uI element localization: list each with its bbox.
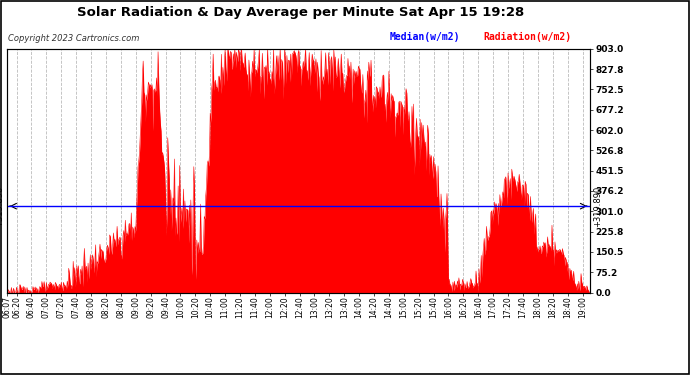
- Text: Radiation(w/m2): Radiation(w/m2): [483, 32, 571, 42]
- Text: +319.890: +319.890: [0, 186, 4, 227]
- Text: Solar Radiation & Day Average per Minute Sat Apr 15 19:28: Solar Radiation & Day Average per Minute…: [77, 6, 524, 19]
- Text: +319.890: +319.890: [593, 186, 602, 227]
- Text: Median(w/m2): Median(w/m2): [390, 32, 460, 42]
- Text: Copyright 2023 Cartronics.com: Copyright 2023 Cartronics.com: [8, 34, 139, 43]
